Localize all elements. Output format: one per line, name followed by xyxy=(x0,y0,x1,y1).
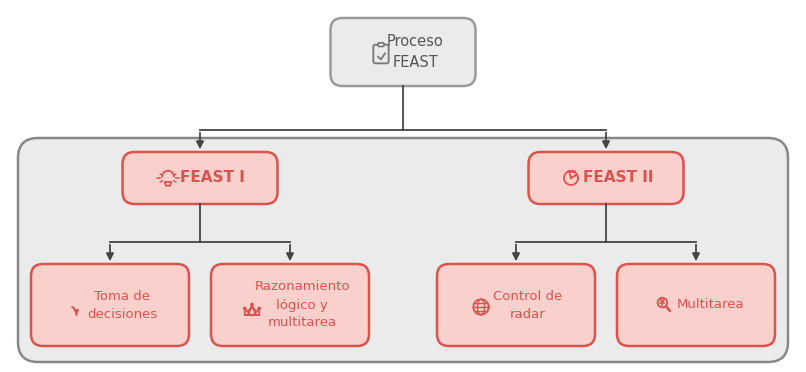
Text: Control de
radar: Control de radar xyxy=(493,289,563,321)
Text: Proceso
FEAST: Proceso FEAST xyxy=(387,34,443,70)
Circle shape xyxy=(243,307,246,310)
FancyBboxPatch shape xyxy=(377,43,384,46)
FancyBboxPatch shape xyxy=(617,264,775,346)
Text: FEAST II: FEAST II xyxy=(583,170,653,186)
Circle shape xyxy=(251,303,253,305)
FancyBboxPatch shape xyxy=(437,264,595,346)
Text: Multitarea: Multitarea xyxy=(677,298,745,311)
FancyBboxPatch shape xyxy=(529,152,683,204)
Text: Toma de
decisiones: Toma de decisiones xyxy=(87,289,157,321)
Text: FEAST I: FEAST I xyxy=(180,170,244,186)
FancyBboxPatch shape xyxy=(31,264,189,346)
FancyBboxPatch shape xyxy=(211,264,369,346)
FancyBboxPatch shape xyxy=(18,138,788,362)
FancyBboxPatch shape xyxy=(330,18,476,86)
FancyBboxPatch shape xyxy=(123,152,277,204)
Text: Razonamiento
lógico y
multitarea: Razonamiento lógico y multitarea xyxy=(254,280,350,330)
Circle shape xyxy=(258,307,260,310)
